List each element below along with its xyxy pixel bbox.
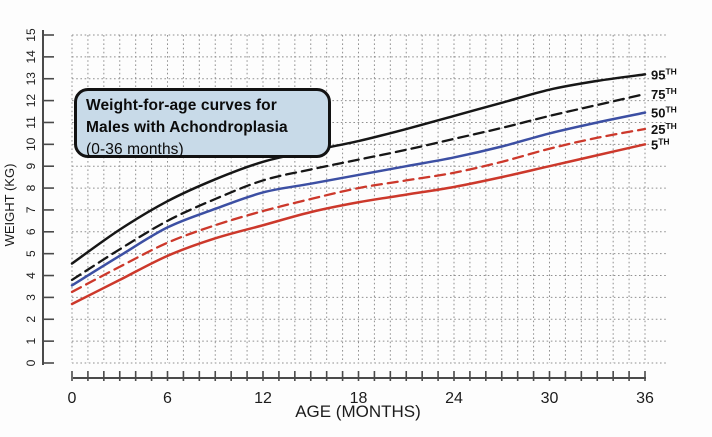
- percentile-curves: [70, 73, 647, 306]
- curve-label-50th: 50TH: [651, 105, 677, 121]
- curve-75th-percentile: [70, 92, 647, 282]
- curve-5th-percentile: [70, 143, 647, 306]
- curve-label-95th: 95TH: [651, 66, 677, 82]
- x-tick-label: 36: [636, 390, 654, 407]
- curve-95th-percentile: [70, 73, 647, 265]
- chart-title-line-2: Males with Achondroplasia: [86, 119, 288, 136]
- y-tick-label: 5: [24, 250, 38, 257]
- y-tick-label: 14: [24, 50, 38, 64]
- x-tick-label: 6: [163, 390, 172, 407]
- y-tick-label: 10: [24, 137, 38, 151]
- y-tick-label: 12: [24, 94, 38, 108]
- curve-label-25th: 25TH: [651, 121, 677, 137]
- y-tick-label: 9: [24, 163, 38, 170]
- y-tick-label: 6: [24, 228, 38, 235]
- curve-label-5th: 5TH: [651, 136, 670, 152]
- curve-label-75th: 75TH: [651, 86, 677, 102]
- y-tick-label: 0: [24, 359, 38, 366]
- y-tick-label: 2: [24, 316, 38, 323]
- y-tick-label: 1: [24, 337, 38, 344]
- y-tick-label: 4: [24, 272, 38, 279]
- y-tick-label: 7: [24, 206, 38, 213]
- y-tick-label: 13: [24, 72, 38, 86]
- y-tick-label: 3: [24, 294, 38, 301]
- y-axis-title: WEIGHT (KG): [2, 164, 17, 247]
- x-tick-label: 0: [68, 390, 77, 407]
- chart-title-box: Weight-for-age curves for Males with Ach…: [74, 88, 331, 158]
- chart-title-line-1: Weight-for-age curves for: [86, 97, 277, 114]
- y-tick-label: 8: [24, 184, 38, 191]
- curve-50th-percentile: [70, 111, 647, 287]
- x-tick-label: 30: [541, 390, 559, 407]
- y-tick-label: 11: [24, 116, 38, 129]
- curve-25th-percentile: [70, 127, 647, 294]
- chart-title-line-3: (0-36 months): [86, 141, 184, 158]
- x-tick-label: 12: [254, 390, 272, 407]
- x-axis-title: AGE (MONTHS): [295, 402, 421, 421]
- x-tick-label: 18: [350, 390, 368, 407]
- x-tick-label: 24: [445, 390, 463, 407]
- y-tick-label: 15: [24, 28, 38, 42]
